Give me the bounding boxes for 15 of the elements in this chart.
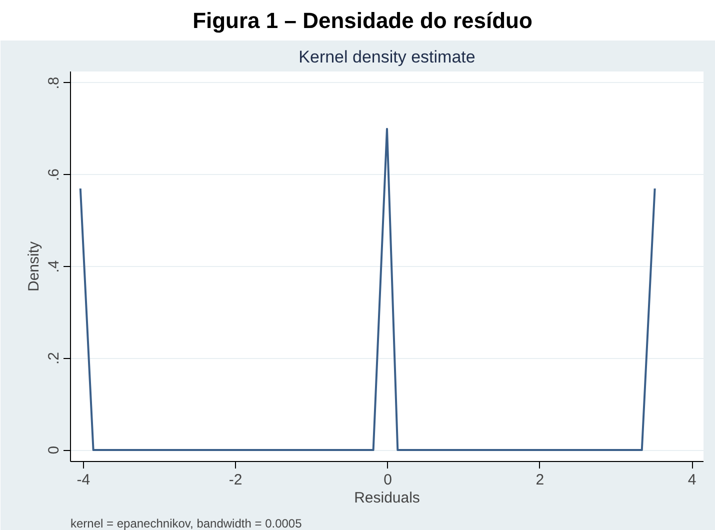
text: kernel = epanechnikov, bandwidth = 0.0005	[70, 516, 302, 530]
x-tick-label: -2	[228, 472, 242, 488]
y-tick-label: 0	[46, 446, 62, 454]
x-tick-label: 2	[536, 472, 544, 488]
chart-title: Figura 1 – Densidade do resíduo	[192, 7, 532, 35]
x-tick-label: 4	[688, 472, 696, 488]
y-tick-label: .4	[46, 260, 62, 273]
x-tick-label: 0	[384, 472, 392, 488]
y-tick-label: .6	[46, 168, 62, 181]
y-tick-label: .2	[46, 352, 62, 365]
y-axis-title: Density	[26, 240, 42, 292]
x-axis-title: Residuals	[354, 490, 420, 506]
y-tick-label: .8	[46, 76, 62, 90]
chart-subtitle: Kernel density estimate	[298, 48, 476, 66]
x-tick-label: -4	[76, 472, 90, 488]
